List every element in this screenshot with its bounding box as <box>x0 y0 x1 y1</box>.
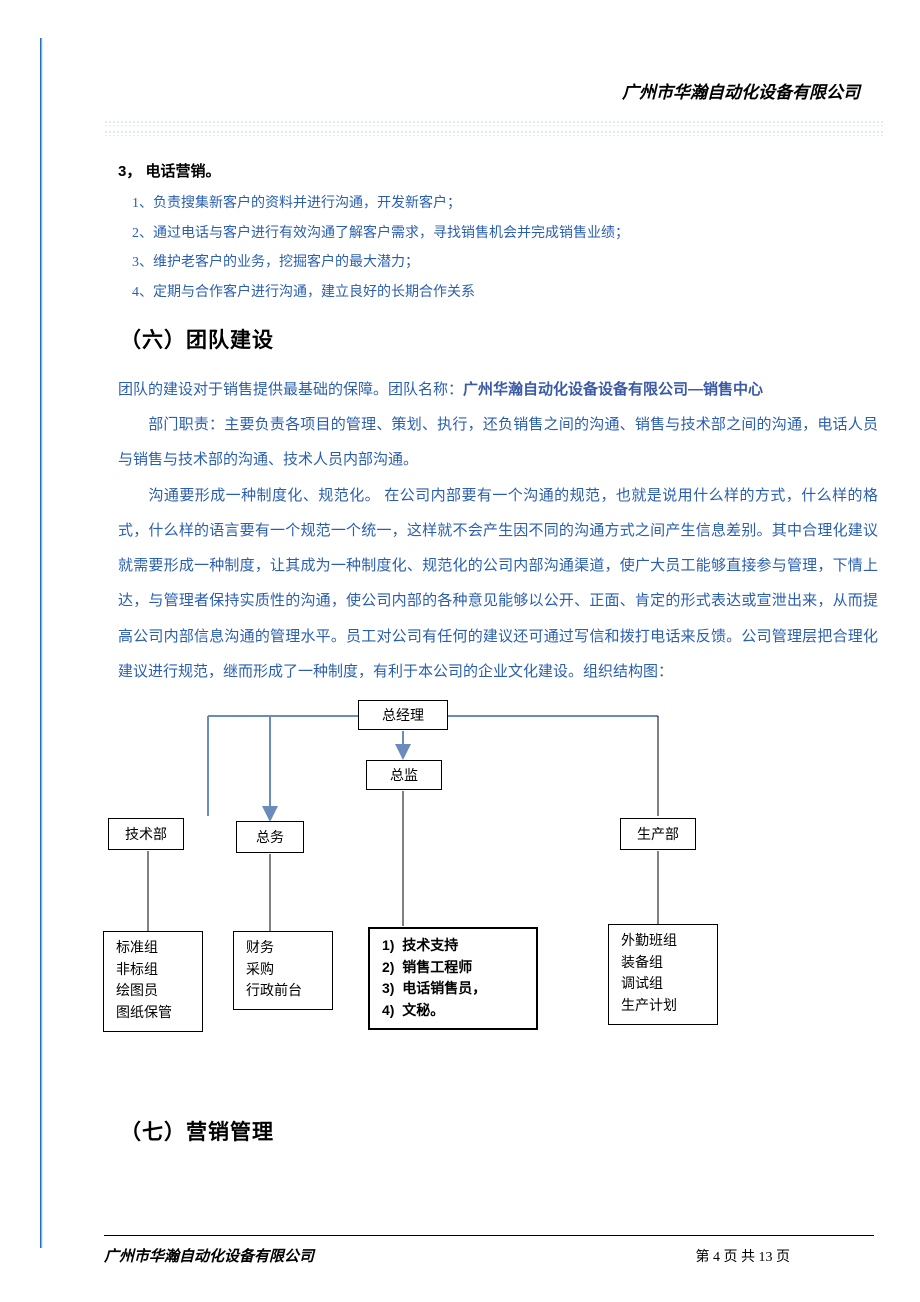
sub-item: 非标组 <box>116 960 190 982</box>
org-node-prod: 生产部 <box>620 818 696 850</box>
sub-item: 行政前台 <box>246 981 320 1003</box>
org-node-admin: 总务 <box>236 821 304 853</box>
sub-item: 1) 技术支持 <box>382 935 524 957</box>
sub-item: 绘图员 <box>116 981 190 1003</box>
sub-item: 采购 <box>246 960 320 982</box>
sub-item: 财务 <box>246 938 320 960</box>
para-text: 部门职责：主要负责各项目的管理、策划、执行，还负销售之间的沟通、销售与技术部之间… <box>118 417 878 468</box>
sub-item: 生产计划 <box>621 996 705 1018</box>
list-item: 3、维护老客户的业务，挖掘客户的最大潜力； <box>132 252 878 274</box>
org-sub-center: 1) 技术支持 2) 销售工程师 3) 电话销售员， 4) 文秘。 <box>368 927 538 1030</box>
header-company: 广州市华瀚自动化设备有限公司 <box>622 78 860 103</box>
paragraph: 部门职责：主要负责各项目的管理、策划、执行，还负销售之间的沟通、销售与技术部之间… <box>118 408 878 479</box>
para-lead: 团队的建设对于销售提供最基础的保障。团队名称： <box>118 382 463 398</box>
sub-item: 4) 文秘。 <box>382 1000 524 1022</box>
sub-item: 标准组 <box>116 938 190 960</box>
org-node-director: 总监 <box>366 760 442 790</box>
dotted-separator <box>104 120 884 126</box>
org-chart: 总经理 总监 技术部 总务 生产部 标准组 非标组 绘图员 图纸保管 财务 采购… <box>118 696 858 1066</box>
para-text: 沟通要形成一种制度化、规范化。 在公司内部要有一个沟通的规范，也就是说用什么样的… <box>118 488 878 680</box>
footer-pagination: 第 4 页 共 13 页 <box>696 1246 791 1266</box>
org-sub-prod: 外勤班组 装备组 调试组 生产计划 <box>608 924 718 1025</box>
paragraph: 沟通要形成一种制度化、规范化。 在公司内部要有一个沟通的规范，也就是说用什么样的… <box>118 479 878 691</box>
sub-item: 外勤班组 <box>621 931 705 953</box>
sub-item: 3) 电话销售员， <box>382 978 524 1000</box>
list-item: 1、负责搜集新客户的资料并进行沟通，开发新客户； <box>132 193 878 215</box>
list-item: 4、定期与合作客户进行沟通，建立良好的长期合作关系 <box>132 282 878 304</box>
org-node-gm: 总经理 <box>358 700 448 730</box>
section-3-title: 3， 电话营销。 <box>118 160 878 181</box>
left-border <box>40 38 43 1248</box>
paragraph: 团队的建设对于销售提供最基础的保障。团队名称：广州华瀚自动化设备设备有限公司—销… <box>118 372 878 408</box>
sub-item: 2) 销售工程师 <box>382 957 524 979</box>
sub-item: 调试组 <box>621 974 705 996</box>
team-name-bold: 广州华瀚自动化设备设备有限公司—销售中心 <box>463 381 763 398</box>
dotted-separator <box>104 130 884 136</box>
org-sub-admin: 财务 采购 行政前台 <box>233 931 333 1010</box>
sub-item: 图纸保管 <box>116 1003 190 1025</box>
list-item: 2、通过电话与客户进行有效沟通了解客户需求，寻找销售机会并完成销售业绩； <box>132 223 878 245</box>
section-7-heading: （七）营销管理 <box>120 1116 878 1146</box>
sub-item: 装备组 <box>621 953 705 975</box>
footer-company: 广州市华瀚自动化设备有限公司 <box>104 1245 314 1266</box>
org-sub-tech: 标准组 非标组 绘图员 图纸保管 <box>103 931 203 1032</box>
org-node-tech: 技术部 <box>108 818 184 850</box>
content-area: 3， 电话营销。 1、负责搜集新客户的资料并进行沟通，开发新客户； 2、通过电话… <box>118 160 878 1164</box>
footer-line <box>104 1235 874 1236</box>
section-6-heading: （六）团队建设 <box>120 324 878 354</box>
document-page: 广州市华瀚自动化设备有限公司 3， 电话营销。 1、负责搜集新客户的资料并进行沟… <box>0 0 920 1302</box>
